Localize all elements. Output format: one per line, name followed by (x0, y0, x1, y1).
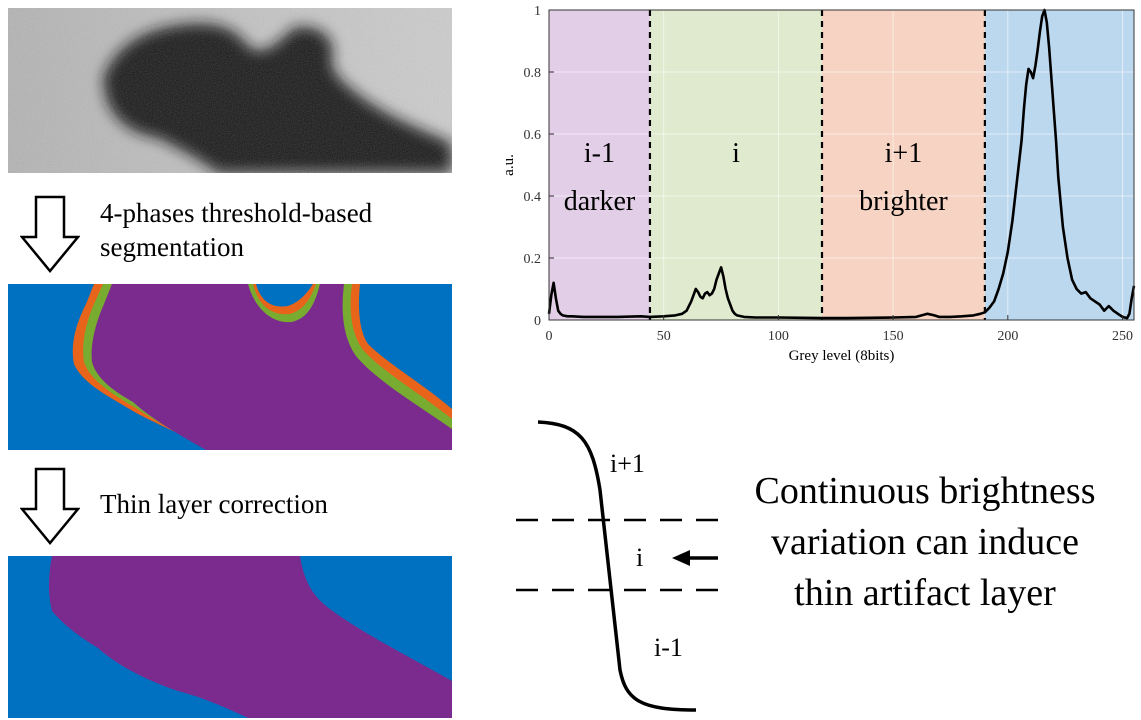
region-band (549, 10, 650, 320)
region-band (822, 10, 985, 320)
brightness-profile-schematic: i+1 i i-1 (516, 420, 720, 712)
y-tick-label: 0.4 (524, 190, 542, 205)
region-sublabel: brighter (859, 186, 948, 217)
y-tick-label: 0.2 (524, 252, 542, 267)
down-arrow-icon (20, 195, 80, 273)
x-tick-label: 100 (768, 329, 789, 344)
histogram-chart: i-1 darker i i+1 brighter 0 50 100 150 200 250 0 0.… (501, 4, 1136, 364)
profile-curve (537, 420, 697, 712)
level-label-middle: i (636, 543, 643, 572)
region-label: i-1 (584, 138, 615, 169)
level-label-upper: i+1 (610, 449, 645, 478)
region-sublabel: darker (564, 186, 636, 217)
left-arrow-icon (672, 550, 690, 566)
correction-step-label: Thin layer correction (100, 489, 328, 519)
y-axis-label: a.u. (501, 154, 517, 176)
artifact-note: Continuous brightness variation can indu… (754, 470, 1096, 614)
y-tick-label: 0 (534, 314, 541, 329)
x-axis-label: Grey level (8bits) (789, 348, 895, 364)
x-tick-label: 250 (1112, 329, 1133, 344)
y-tick-label: 0.8 (524, 66, 542, 81)
y-tick-label: 1 (534, 4, 541, 19)
y-tick-label: 0.6 (524, 128, 542, 143)
x-tick-label: 0 (546, 329, 553, 344)
down-arrow-icon (20, 467, 80, 545)
level-label-lower: i-1 (654, 633, 683, 662)
segmentation-image (8, 284, 452, 450)
x-tick-label: 150 (883, 329, 904, 344)
histogram-curve (547, 8, 1136, 320)
x-tick-label: 50 (657, 329, 671, 344)
region-label: i (732, 138, 740, 169)
corrected-image (8, 556, 452, 718)
region-label: i+1 (885, 138, 923, 169)
segmentation-step-label: 4-phases threshold-based segmentation (100, 198, 373, 262)
region-band (649, 10, 822, 320)
x-tick-label: 200 (997, 329, 1018, 344)
grayscale-image (8, 8, 452, 173)
region-band (984, 10, 1134, 320)
